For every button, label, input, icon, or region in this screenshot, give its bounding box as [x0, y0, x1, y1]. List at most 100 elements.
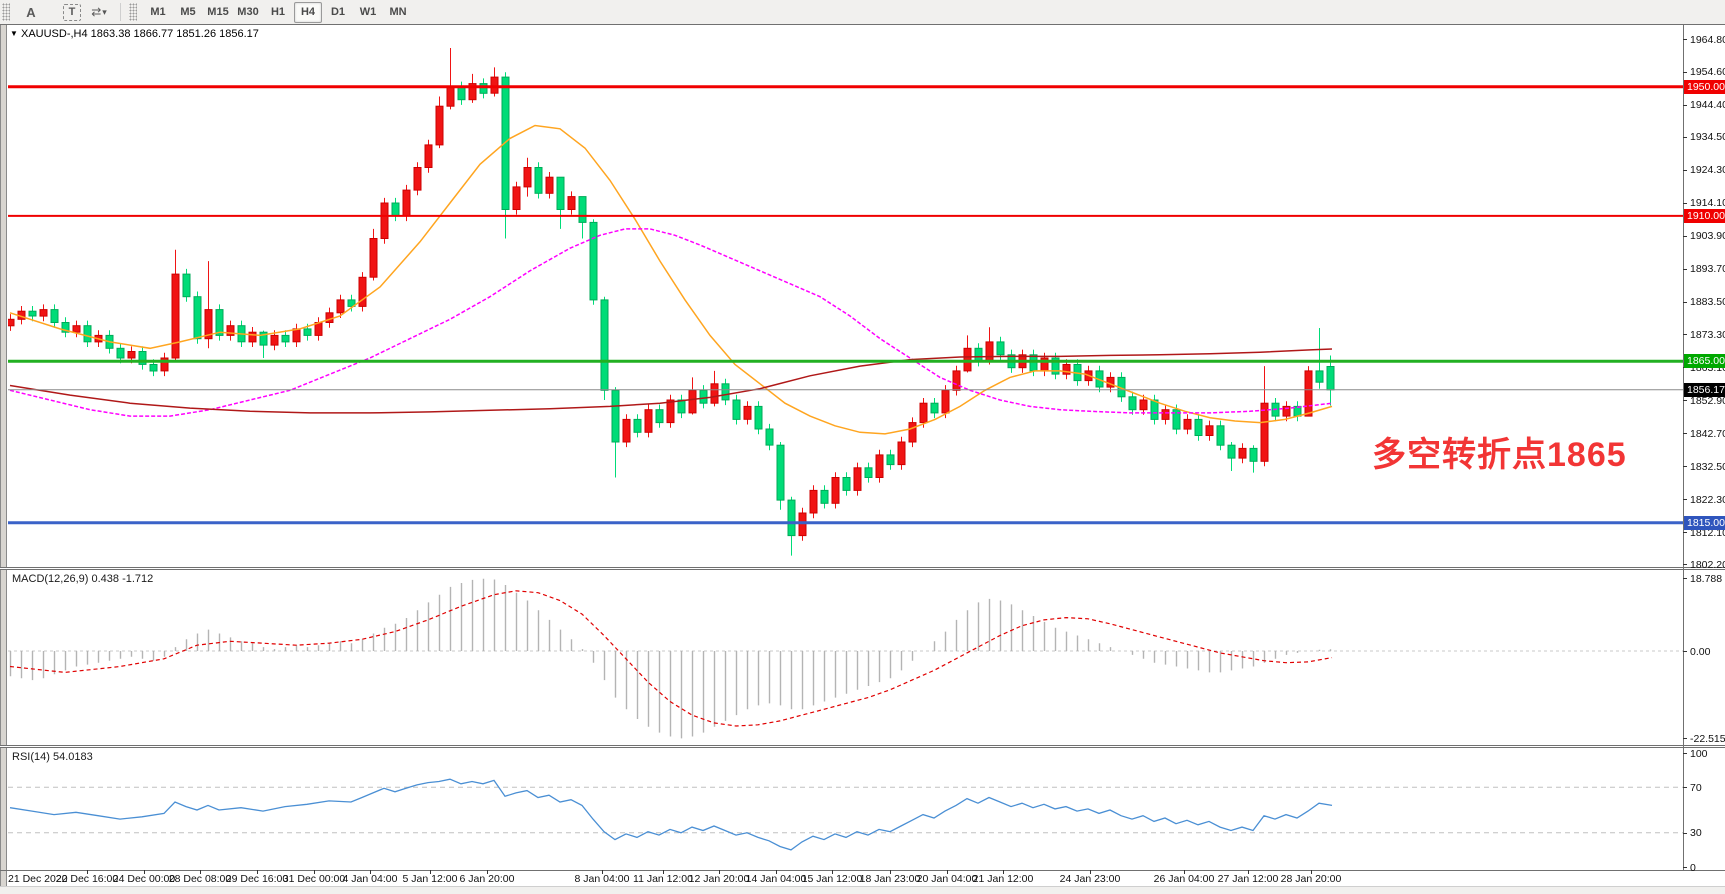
macd-panel[interactable] — [8, 570, 1683, 745]
axis-tick — [1683, 738, 1687, 740]
price-axis-label: 1822.30 — [1690, 493, 1725, 506]
price-axis-label: 1802.20 — [1690, 558, 1725, 571]
price-axis-label: 70 — [1690, 781, 1702, 794]
tab-h1[interactable]: H1 — [270, 6, 286, 18]
chart-annotation-text[interactable]: 多空转折点1865 — [1372, 436, 1627, 474]
collapse-marker-icon[interactable]: ▼ — [10, 29, 18, 38]
toolbar: A T ⇄ ▾ M1 M5 M15 M30 H1 H4 D1 W1 MN — [0, 0, 1725, 25]
dock-grip-icon[interactable] — [129, 3, 137, 21]
tab-m15[interactable]: M15 — [207, 6, 229, 18]
axis-tick — [1683, 867, 1687, 868]
price-axis-label: 30 — [1690, 827, 1702, 840]
time-axis-tick — [257, 870, 258, 874]
left-gutter — [0, 25, 7, 887]
time-axis-tick — [144, 870, 145, 874]
rsi-panel[interactable] — [8, 748, 1683, 870]
panel-border — [0, 870, 1725, 871]
axis-tick — [1683, 104, 1687, 106]
price-level-badge: 1950.00 — [1684, 79, 1725, 94]
axis-tick — [1683, 169, 1687, 171]
axis-tick — [1683, 334, 1687, 336]
price-level-badge: 1856.17 — [1684, 382, 1725, 397]
time-axis-tick — [776, 870, 777, 874]
price-axis-label: 1934.50 — [1690, 131, 1725, 144]
price-axis-label: 18.788 — [1690, 572, 1723, 585]
time-axis-label: 5 Jan 12:00 — [402, 873, 458, 885]
axis-tick — [1683, 268, 1687, 270]
symbol-ohlc-line: ▼ XAUUSD-,H4 1863.38 1866.77 1851.26 185… — [10, 28, 259, 40]
time-axis-tick — [1003, 870, 1004, 874]
time-axis-tick — [890, 870, 891, 874]
time-axis-tick — [719, 870, 720, 874]
price-chart-panel[interactable] — [8, 25, 1683, 567]
text-label-icon[interactable]: T — [63, 3, 81, 21]
tab-m5[interactable]: M5 — [180, 6, 196, 18]
price-axis-label: 0.00 — [1690, 645, 1711, 658]
time-axis-tick — [487, 870, 488, 874]
price-level-badge: 1815.00 — [1684, 515, 1725, 530]
time-axis-tick — [1184, 870, 1185, 874]
price-axis-label: -22.515 — [1690, 732, 1725, 745]
tab-m30[interactable]: M30 — [237, 6, 259, 18]
time-axis[interactable]: 21 Dec 2020 22 Dec 16:00 24 Dec 00:00 28 De… — [8, 870, 1683, 886]
panel-separator[interactable] — [0, 745, 1725, 748]
price-axis-label: 1944.40 — [1690, 99, 1725, 112]
axis-tick — [1683, 532, 1687, 534]
rsi-label: RSI(14) 54.0183 — [12, 751, 93, 763]
axis-tick — [1683, 235, 1687, 237]
axis-tick — [1683, 39, 1687, 40]
symbol-label: XAUUSD-,H4 — [20, 28, 88, 40]
time-axis-tick — [370, 870, 371, 874]
price-axis-label: 1964.80 — [1690, 33, 1725, 46]
time-axis-label: 24 Dec 00:00 — [112, 873, 176, 885]
macd-values: 0.438 -1.712 — [91, 573, 154, 585]
price-level-badge: 1865.00 — [1684, 354, 1725, 369]
price-axis-label: 1842.70 — [1690, 427, 1725, 440]
rsi-value: 54.0183 — [52, 751, 93, 763]
time-axis-label: 28 Jan 20:00 — [1280, 873, 1342, 885]
price-axis-label: 1873.30 — [1690, 328, 1725, 341]
time-axis-label: 20 Jan 04:00 — [916, 873, 978, 885]
font-icon[interactable]: A — [26, 4, 36, 20]
panel-separator[interactable] — [0, 567, 1725, 570]
axis-tick — [1683, 136, 1687, 138]
time-axis-label: 24 Jan 23:00 — [1059, 873, 1121, 885]
time-axis-label: 15 Jan 12:00 — [801, 873, 863, 885]
price-axis-label: 1903.90 — [1690, 230, 1725, 243]
axis-tick — [1683, 578, 1687, 579]
dock-grip-icon[interactable] — [2, 3, 10, 21]
tab-m1[interactable]: M1 — [150, 6, 166, 18]
time-axis-tick — [430, 870, 431, 874]
macd-label: MACD(12,26,9) 0.438 -1.712 — [12, 573, 154, 585]
time-axis-tick — [602, 870, 603, 874]
tab-w1[interactable]: W1 — [359, 6, 377, 18]
price-axis-label: 1954.60 — [1690, 66, 1725, 79]
time-axis-tick — [200, 870, 201, 874]
time-axis-tick — [663, 870, 664, 874]
time-axis-tick — [832, 870, 833, 874]
time-axis-label: 29 Dec 16:00 — [225, 873, 289, 885]
axis-tick — [1683, 753, 1687, 754]
price-axis-label: 1924.30 — [1690, 164, 1725, 177]
price-axis[interactable]: 1964.80 1954.60 1944.40 1934.50 1924.30 1914.… — [1683, 25, 1725, 887]
arrows-glyph: ⇄ — [91, 5, 102, 19]
axis-tick — [1683, 564, 1687, 565]
ohlc-values: 1863.38 1866.77 1851.26 1856.17 — [90, 28, 259, 40]
status-bar — [0, 886, 1725, 894]
dropdown-caret-icon[interactable]: ▾ — [102, 6, 107, 17]
cursor-arrows-icon[interactable]: ⇄ ▾ — [87, 1, 111, 23]
price-level-badge: 1910.00 — [1684, 208, 1725, 223]
axis-tick — [1683, 433, 1687, 435]
time-axis-label: 31 Dec 00:00 — [282, 873, 346, 885]
tab-d1[interactable]: D1 — [330, 6, 346, 18]
ma-slow-magenta — [9, 228, 1333, 417]
tab-mn[interactable]: MN — [389, 6, 407, 18]
macd-signal-line — [9, 590, 1333, 727]
tab-h4[interactable]: H4 — [294, 1, 322, 23]
time-axis-label: 11 Jan 12:00 — [633, 873, 693, 885]
axis-tick — [1683, 71, 1687, 73]
time-axis-label: 6 Jan 20:00 — [459, 873, 515, 885]
axis-tick — [1683, 400, 1687, 402]
price-axis-label: 1832.50 — [1690, 460, 1725, 473]
toolbar-separator — [120, 3, 121, 21]
